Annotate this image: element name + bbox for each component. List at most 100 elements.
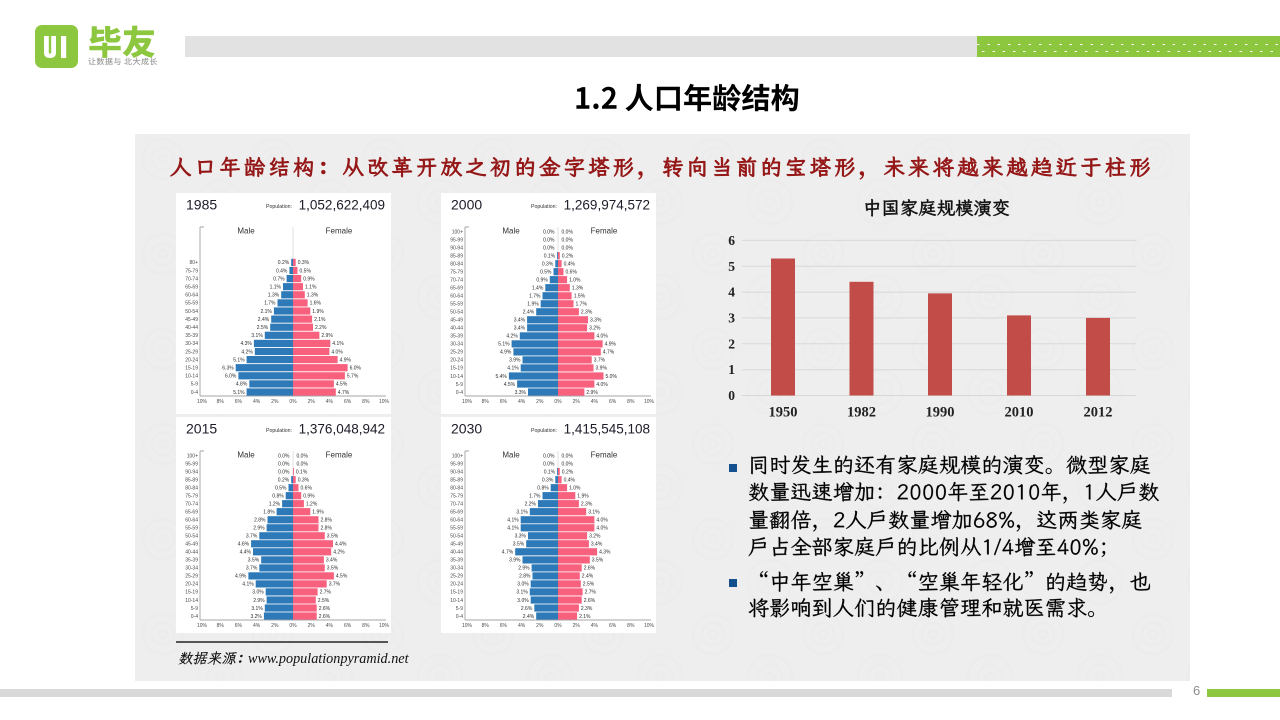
- svg-text:8%: 8%: [627, 623, 635, 629]
- svg-text:2.8%: 2.8%: [254, 518, 266, 524]
- svg-text:10-14: 10-14: [185, 598, 198, 604]
- svg-text:1.4%: 1.4%: [532, 286, 544, 292]
- svg-text:2.8%: 2.8%: [519, 574, 531, 580]
- svg-text:2.8%: 2.8%: [321, 518, 333, 524]
- svg-text:3.7%: 3.7%: [594, 358, 606, 364]
- svg-text:Male: Male: [502, 451, 520, 460]
- svg-text:3.3%: 3.3%: [515, 390, 527, 396]
- svg-text:3.4%: 3.4%: [514, 326, 526, 332]
- svg-text:20-24: 20-24: [450, 582, 463, 588]
- svg-text:60-64: 60-64: [450, 518, 463, 524]
- svg-text:95-99: 95-99: [450, 237, 463, 243]
- svg-text:0.0%: 0.0%: [278, 469, 290, 475]
- svg-text:2.6%: 2.6%: [319, 606, 331, 612]
- svg-text:0.2%: 0.2%: [562, 254, 574, 260]
- svg-text:3.2%: 3.2%: [250, 614, 262, 620]
- svg-text:0.5%: 0.5%: [540, 270, 552, 276]
- svg-text:2.2%: 2.2%: [315, 325, 327, 331]
- svg-text:0.1%: 0.1%: [296, 469, 308, 475]
- svg-text:3.3%: 3.3%: [515, 534, 527, 540]
- svg-text:3.7%: 3.7%: [246, 566, 258, 572]
- svg-text:30-34: 30-34: [450, 342, 463, 348]
- svg-text:30-34: 30-34: [450, 566, 463, 572]
- svg-text:6.3%: 6.3%: [222, 366, 234, 372]
- svg-text:0.3%: 0.3%: [298, 260, 310, 266]
- svg-text:3.5%: 3.5%: [592, 558, 604, 564]
- svg-text:2000: 2000: [451, 196, 482, 212]
- svg-text:25-29: 25-29: [185, 574, 198, 580]
- svg-text:0.0%: 0.0%: [543, 229, 555, 235]
- svg-text:0.4%: 0.4%: [564, 478, 576, 484]
- svg-text:0.0%: 0.0%: [278, 453, 290, 459]
- svg-text:6%: 6%: [344, 399, 352, 405]
- svg-text:100+: 100+: [187, 453, 198, 459]
- svg-text:0.3%: 0.3%: [542, 262, 554, 268]
- svg-text:4.1%: 4.1%: [507, 366, 519, 372]
- svg-text:0.1%: 0.1%: [544, 254, 556, 260]
- svg-text:1.9%: 1.9%: [312, 309, 324, 315]
- svg-text:25-29: 25-29: [450, 350, 463, 356]
- svg-text:15-19: 15-19: [185, 366, 198, 372]
- svg-text:0.6%: 0.6%: [566, 270, 578, 276]
- svg-text:80+: 80+: [190, 260, 199, 266]
- svg-text:4.1%: 4.1%: [507, 526, 519, 532]
- svg-text:3.4%: 3.4%: [591, 542, 603, 548]
- svg-text:95-99: 95-99: [450, 461, 463, 467]
- svg-text:55-59: 55-59: [185, 301, 198, 307]
- svg-text:0.8%: 0.8%: [272, 494, 284, 500]
- svg-text:0.4%: 0.4%: [564, 262, 576, 268]
- svg-text:3.1%: 3.1%: [251, 333, 263, 339]
- svg-text:1.7%: 1.7%: [529, 294, 541, 300]
- svg-text:2.4%: 2.4%: [582, 574, 594, 580]
- svg-text:2.5%: 2.5%: [257, 325, 269, 331]
- svg-text:4.7%: 4.7%: [502, 550, 514, 556]
- svg-text:3.5%: 3.5%: [327, 534, 339, 540]
- svg-text:15-19: 15-19: [450, 590, 463, 596]
- svg-text:0.0%: 0.0%: [562, 229, 574, 235]
- svg-text:1.8%: 1.8%: [263, 510, 275, 516]
- svg-text:0.2%: 0.2%: [562, 469, 574, 475]
- svg-text:2%: 2%: [573, 623, 581, 629]
- svg-text:6.0%: 6.0%: [350, 366, 362, 372]
- svg-text:0.0%: 0.0%: [562, 461, 574, 467]
- svg-text:4%: 4%: [591, 399, 599, 405]
- svg-text:2030: 2030: [451, 420, 482, 436]
- svg-text:70-74: 70-74: [450, 278, 463, 284]
- svg-text:0%: 0%: [554, 623, 562, 629]
- svg-text:55-59: 55-59: [185, 526, 198, 532]
- svg-text:1.1%: 1.1%: [305, 285, 317, 291]
- svg-text:4.1%: 4.1%: [507, 518, 519, 524]
- svg-text:55-59: 55-59: [450, 302, 463, 308]
- svg-text:0%: 0%: [554, 399, 562, 405]
- svg-text:4.2%: 4.2%: [506, 334, 518, 340]
- svg-text:20-24: 20-24: [450, 358, 463, 364]
- svg-text:4.6%: 4.6%: [238, 542, 250, 548]
- svg-text:2012: 2012: [1084, 405, 1113, 421]
- svg-text:2.5%: 2.5%: [583, 582, 595, 588]
- svg-text:2.4%: 2.4%: [523, 310, 535, 316]
- svg-text:2%: 2%: [271, 623, 279, 629]
- svg-text:3.3%: 3.3%: [590, 318, 602, 324]
- svg-text:2%: 2%: [308, 399, 316, 405]
- svg-text:5.4%: 5.4%: [495, 374, 507, 380]
- svg-text:4%: 4%: [518, 399, 526, 405]
- svg-text:8%: 8%: [217, 399, 225, 405]
- svg-text:2.9%: 2.9%: [321, 333, 333, 339]
- svg-text:90-94: 90-94: [185, 469, 198, 475]
- svg-text:0.0%: 0.0%: [562, 245, 574, 251]
- svg-text:2%: 2%: [308, 623, 316, 629]
- svg-text:0.7%: 0.7%: [273, 276, 285, 282]
- svg-text:4.8%: 4.8%: [236, 382, 248, 388]
- svg-text:30-34: 30-34: [185, 566, 198, 572]
- svg-text:0-4: 0-4: [456, 390, 463, 396]
- svg-text:35-39: 35-39: [185, 333, 198, 339]
- svg-text:25-29: 25-29: [185, 349, 198, 355]
- svg-text:45-49: 45-49: [185, 317, 198, 323]
- svg-text:1950: 1950: [769, 405, 798, 421]
- svg-text:2.3%: 2.3%: [581, 310, 593, 316]
- svg-text:0.5%: 0.5%: [300, 268, 312, 274]
- svg-text:0.1%: 0.1%: [544, 469, 556, 475]
- svg-text:0%: 0%: [289, 623, 297, 629]
- svg-text:0.3%: 0.3%: [542, 478, 554, 484]
- svg-text:95-99: 95-99: [185, 461, 198, 467]
